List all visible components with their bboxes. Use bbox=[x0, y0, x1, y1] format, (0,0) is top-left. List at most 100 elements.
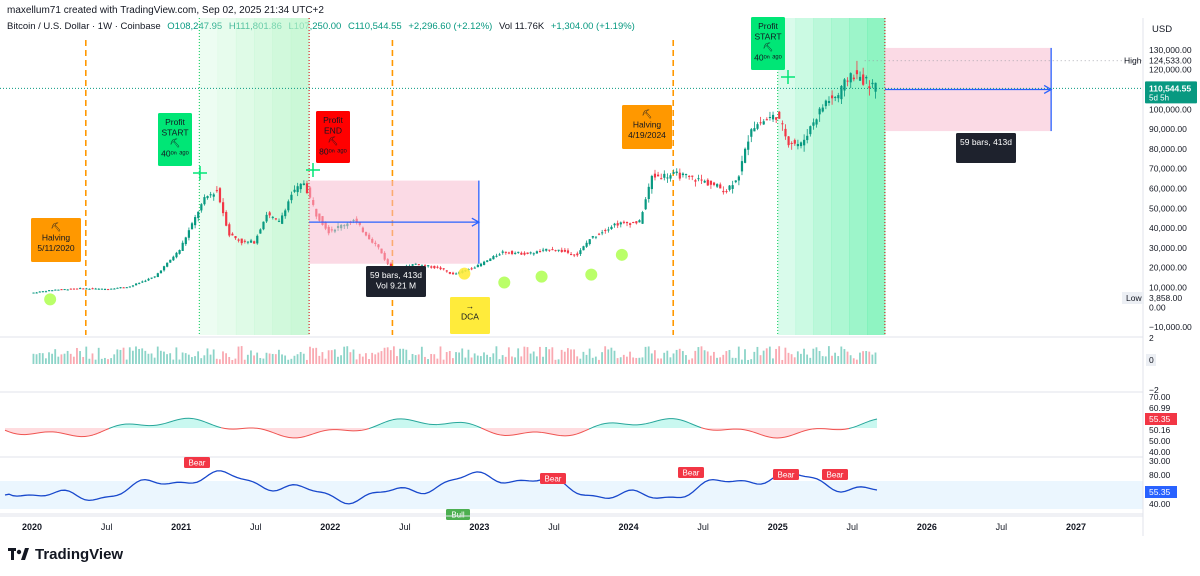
candle-body bbox=[237, 239, 240, 241]
range-label-2[interactable]: 59 bars, 413d bbox=[956, 133, 1016, 163]
volume-bar bbox=[874, 352, 877, 364]
candle-body bbox=[641, 212, 644, 224]
volume-bar bbox=[330, 350, 333, 364]
volume-bar bbox=[402, 348, 405, 364]
rsi-line bbox=[220, 427, 226, 430]
volume-bar bbox=[650, 353, 653, 364]
volume-bar bbox=[573, 349, 575, 364]
volume-bar bbox=[784, 347, 787, 364]
dca-label[interactable]: →DCA bbox=[450, 297, 490, 334]
candle-body bbox=[495, 255, 498, 257]
profit-end-marker bbox=[306, 163, 320, 177]
candle-body bbox=[638, 220, 641, 223]
volume-bar bbox=[511, 356, 513, 364]
rsi-fill bbox=[49, 428, 53, 432]
candle-body bbox=[722, 190, 725, 193]
candle-body bbox=[501, 251, 504, 253]
rsi-fill bbox=[129, 424, 133, 428]
candle-body bbox=[103, 289, 107, 291]
volume-bar bbox=[535, 356, 538, 364]
candle-body bbox=[830, 95, 834, 99]
candle-body bbox=[38, 291, 41, 293]
profit-start-label-1-text-3: 40ᵒⁿ ᵃᵍᵒ bbox=[161, 149, 189, 159]
volume-bar bbox=[69, 353, 72, 364]
candle-body bbox=[681, 173, 685, 176]
volume-bar bbox=[281, 354, 283, 364]
rsi-line bbox=[704, 428, 710, 431]
volume-bar bbox=[591, 357, 594, 364]
price-tick: 10,000.00 bbox=[1149, 282, 1187, 292]
currency-label[interactable]: USD bbox=[1152, 24, 1173, 35]
rsi-fill bbox=[169, 421, 173, 428]
volume-bar bbox=[635, 357, 638, 364]
volume-bar bbox=[622, 354, 625, 364]
candle-body bbox=[510, 251, 514, 254]
volume-bar bbox=[358, 353, 361, 364]
rsi-fill bbox=[793, 428, 797, 435]
volume-bar bbox=[812, 348, 815, 364]
candle-body bbox=[259, 229, 262, 234]
osc-value: 55.35 bbox=[1149, 487, 1171, 497]
rsi-fill bbox=[765, 428, 769, 438]
volume-bar bbox=[305, 359, 308, 364]
volume-bar bbox=[296, 354, 299, 364]
rsi-line bbox=[448, 422, 454, 424]
rsi-fill bbox=[65, 428, 69, 435]
candle-body bbox=[647, 186, 650, 199]
profit-zone-2021-band bbox=[199, 18, 219, 335]
candle-body bbox=[451, 272, 455, 275]
rsi-line bbox=[28, 433, 34, 435]
candle-body bbox=[175, 252, 178, 258]
candle-body bbox=[517, 251, 520, 253]
candle-body bbox=[82, 288, 85, 290]
tradingview-brand[interactable]: TradingView bbox=[8, 546, 123, 563]
candle-body bbox=[650, 175, 653, 190]
candle-body bbox=[128, 286, 131, 288]
candle-body bbox=[281, 215, 284, 224]
candle-body bbox=[134, 283, 138, 286]
range-label-1-text-1: Vol 9.21 M bbox=[376, 281, 416, 291]
candle-body bbox=[486, 260, 489, 262]
price-tick: 70,000.00 bbox=[1149, 164, 1187, 174]
candle-body bbox=[113, 288, 116, 290]
rsi-fill bbox=[545, 428, 549, 434]
candle-body bbox=[542, 249, 545, 251]
rsi-line bbox=[676, 418, 682, 421]
profit-start-label-2-text-1: START bbox=[754, 32, 781, 42]
osc-value-badge bbox=[1145, 486, 1177, 498]
candle-body bbox=[504, 251, 507, 253]
volume-bar bbox=[35, 354, 38, 364]
volume-bar bbox=[54, 349, 57, 364]
rsi-fill bbox=[441, 423, 445, 428]
candle-body bbox=[470, 268, 473, 270]
dca-dot bbox=[585, 268, 598, 281]
rsi-fill bbox=[573, 428, 577, 436]
volume-bar bbox=[775, 348, 777, 364]
candle-body bbox=[122, 287, 125, 289]
volume-bar bbox=[100, 358, 103, 364]
rsi-line bbox=[64, 433, 70, 436]
profit-end-label-text-0: Profit bbox=[323, 115, 343, 125]
high-value-box bbox=[1146, 54, 1196, 67]
candle-body bbox=[656, 174, 660, 177]
rsi-line bbox=[100, 429, 106, 433]
volume-bar bbox=[82, 356, 85, 364]
range-label-2-text-0: 59 bars, 413d bbox=[960, 137, 1012, 147]
volume-bar bbox=[48, 352, 50, 364]
volume-bar bbox=[815, 347, 818, 364]
volume-bar bbox=[442, 359, 445, 364]
profit-start-label-2-text-2: ⛏ bbox=[763, 42, 774, 52]
candle-body bbox=[110, 288, 113, 290]
symbol-label[interactable]: Bitcoin / U.S. Dollar · 1W · Coinbase bbox=[7, 21, 161, 32]
rsi-line bbox=[644, 422, 650, 425]
volume-bar bbox=[594, 356, 597, 364]
candle-body bbox=[54, 289, 57, 291]
rsi-line bbox=[72, 435, 78, 437]
